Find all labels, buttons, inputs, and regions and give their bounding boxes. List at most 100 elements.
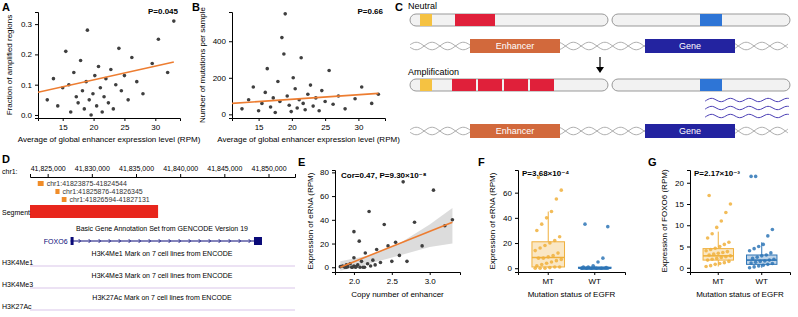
tick-label: 30 <box>151 123 160 132</box>
point <box>87 98 91 102</box>
band <box>478 79 502 91</box>
axis-line <box>39 119 181 122</box>
point <box>293 87 297 91</box>
point <box>727 260 731 264</box>
tick-mark <box>594 272 595 275</box>
point <box>582 265 586 269</box>
tick-label: 40 <box>320 216 329 225</box>
point <box>291 76 295 80</box>
axis-line <box>229 13 233 119</box>
point <box>172 19 176 23</box>
signal-baseline <box>30 309 295 310</box>
segment <box>30 205 158 218</box>
band <box>452 79 476 91</box>
axis: 05101520 <box>675 171 690 273</box>
track-title: H3K27Ac Mark on 7 cell lines from ENCODE <box>92 294 232 301</box>
point <box>371 258 375 262</box>
panel: 2.02.53.0020406080ECor=0.47, P=9.30×10⁻⁸… <box>298 156 461 299</box>
band <box>700 79 722 91</box>
tick: 25 <box>120 118 129 132</box>
point <box>451 218 455 222</box>
tick: 0.0 <box>21 111 38 120</box>
point <box>114 83 118 87</box>
box <box>532 242 565 267</box>
strand-chevron <box>149 239 151 243</box>
point <box>704 249 708 253</box>
tick: 0.1 <box>21 81 38 90</box>
point <box>754 260 758 264</box>
point <box>713 246 717 250</box>
point <box>546 255 550 259</box>
tick: 0 <box>508 264 518 273</box>
point <box>390 260 394 264</box>
point <box>93 74 97 78</box>
point <box>363 265 367 269</box>
annotation: Cor=0.47, P=9.30×10⁻⁸ <box>341 171 427 180</box>
point <box>548 266 552 270</box>
tick-mark <box>687 204 690 205</box>
point <box>109 68 113 72</box>
point <box>718 262 722 266</box>
enhancer-label: Enhancer <box>496 126 535 136</box>
enhancer-label: Enhancer <box>496 41 535 51</box>
exon <box>71 237 74 245</box>
point <box>352 230 356 234</box>
point <box>551 254 555 258</box>
point <box>595 266 599 270</box>
band <box>455 14 495 26</box>
axis-line <box>519 273 626 276</box>
point <box>299 56 303 60</box>
point <box>709 264 713 268</box>
point <box>761 243 765 247</box>
gene-label: Gene <box>679 126 701 136</box>
gene-name: FOXO6 <box>44 238 68 245</box>
annotation: P=3.68×10⁻⁴ <box>522 169 569 178</box>
point <box>126 98 130 102</box>
tick: 30 <box>354 118 363 132</box>
chromosome-arm <box>612 14 790 26</box>
axis: 2.02.53.0 <box>336 272 461 286</box>
tick-label: 0.0 <box>21 111 33 120</box>
point <box>269 105 273 109</box>
plot-area <box>532 176 611 270</box>
transcript <box>705 98 789 101</box>
axis-line <box>332 171 336 273</box>
band <box>420 14 432 26</box>
enhancer-label: chr1:41826594-41827131 <box>69 196 149 203</box>
tick-label: 2.0 <box>349 277 361 286</box>
tick-label: 41,850,000 <box>251 165 286 172</box>
point <box>289 110 293 114</box>
point <box>166 71 170 75</box>
gene-label: Gene <box>679 41 701 51</box>
point <box>282 52 286 56</box>
band <box>420 79 432 91</box>
strand-chevron <box>119 239 121 243</box>
point <box>257 109 261 113</box>
point <box>271 96 275 100</box>
tick-label: 10 <box>675 221 684 230</box>
panel-label: E <box>298 156 305 168</box>
x-axis-title: Average of global enhancer expression le… <box>18 135 201 144</box>
y-axis-title: Number of mutations per sample <box>198 6 207 123</box>
tick-mark <box>136 174 137 177</box>
point <box>240 107 244 111</box>
tick-mark <box>292 118 293 121</box>
point <box>287 103 291 107</box>
axis: 15202530 <box>39 118 181 132</box>
axis: 0204060 <box>503 171 518 274</box>
axis: 020406080 <box>320 168 335 272</box>
tick: 0 <box>325 263 335 272</box>
whisker <box>548 212 549 242</box>
tick-label: 0 <box>222 110 227 119</box>
track-label: H3K4Me1 <box>2 259 33 266</box>
plot-area <box>339 180 455 271</box>
point <box>45 98 49 102</box>
point <box>141 92 145 96</box>
tick-label: 0 <box>325 263 330 272</box>
x-axis-title: Average of global enhancer expression le… <box>217 135 400 144</box>
point <box>81 89 85 93</box>
point <box>76 101 80 105</box>
panel-label: F <box>478 156 485 168</box>
tick-label: 60 <box>320 192 329 201</box>
axis: 0200400 <box>213 13 233 120</box>
